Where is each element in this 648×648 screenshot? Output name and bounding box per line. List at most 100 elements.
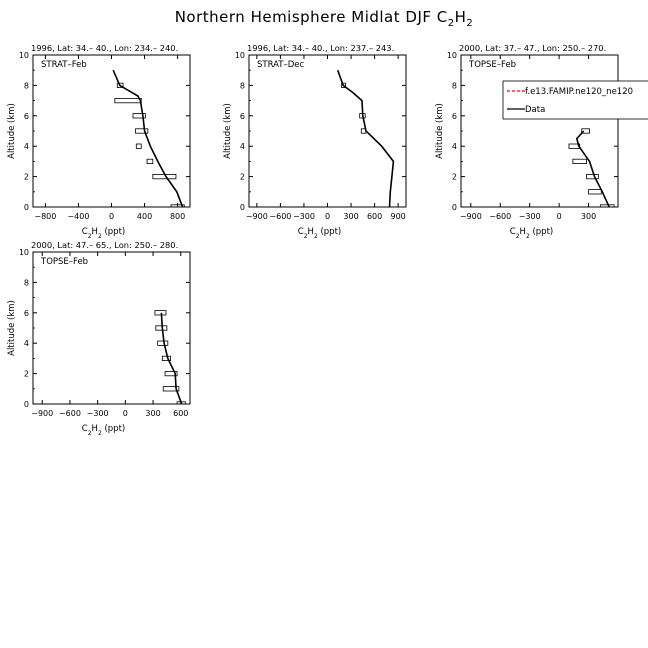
y-tick-label: 6 <box>240 112 245 121</box>
x-tick-label: −400 <box>67 212 89 221</box>
y-tick-label: 6 <box>24 112 29 121</box>
error-box <box>116 82 124 88</box>
y-tick-label: 0 <box>452 203 457 212</box>
y-tick-label: 10 <box>19 51 29 60</box>
y-tick-label: 2 <box>452 173 457 182</box>
x-tick-label: 300 <box>145 409 160 418</box>
error-box <box>146 158 154 164</box>
x-tick-label: −900 <box>460 212 482 221</box>
plot-frame <box>32 54 191 208</box>
y-tick-label: 8 <box>452 81 457 90</box>
error-box <box>170 204 185 207</box>
y-tick-label: 6 <box>24 309 29 318</box>
figure-title: Northern Hemisphere Midlat DJF C2H2 <box>174 8 474 29</box>
y-tick-label: 10 <box>19 248 29 257</box>
x-tick-label: 0 <box>109 212 114 221</box>
x-tick-label: 300 <box>343 212 358 221</box>
x-tick-label: −600 <box>269 212 291 221</box>
legend: f.e13.FAMIP.ne120_ne120 Data <box>502 80 648 120</box>
y-axis-label: Altitude (km) <box>7 300 17 356</box>
x-tick-label: 400 <box>137 212 152 221</box>
x-tick-label: 300 <box>581 212 596 221</box>
x-tick-label: −800 <box>34 212 56 221</box>
x-tick-label: 0 <box>325 212 330 221</box>
x-tick-label: 600 <box>367 212 382 221</box>
data-profile-line <box>336 69 395 207</box>
campaign-label: TOPSE–Feb <box>468 60 516 70</box>
y-tick-label: 10 <box>447 51 457 60</box>
legend-label: Data <box>525 105 545 115</box>
y-axis-label: Altitude (km) <box>7 103 17 159</box>
x-axis-label: C2H2 (ppt) <box>82 424 125 437</box>
x-tick-label: −900 <box>246 212 268 221</box>
data-profile-line <box>575 130 610 207</box>
error-box <box>341 82 346 88</box>
plot-frame <box>460 54 619 208</box>
y-tick-label: 0 <box>240 203 245 212</box>
plot-frame <box>32 251 191 405</box>
x-tick-label: −300 <box>293 212 315 221</box>
error-box <box>155 325 168 331</box>
y-tick-label: 2 <box>240 173 245 182</box>
data-profile-line <box>112 69 184 207</box>
x-axis-label: C2H2 (ppt) <box>298 227 341 240</box>
plot-area <box>154 310 186 404</box>
y-tick-label: 4 <box>24 142 29 151</box>
error-box <box>588 189 602 195</box>
legend-box <box>502 80 648 120</box>
x-tick-label: −900 <box>31 409 53 418</box>
x-tick-label: −600 <box>489 212 511 221</box>
plot-area <box>336 69 395 207</box>
error-box <box>135 128 149 134</box>
y-tick-label: 2 <box>24 370 29 379</box>
y-tick-label: 2 <box>24 173 29 182</box>
chart-panel-4: 2000, Lat: 47.– 65., Lon: 250.– 280. TOPS… <box>7 240 191 437</box>
panel-title: 2000, Lat: 47.– 65., Lon: 250.– 280. <box>31 240 178 250</box>
chart-panel-1: 1996, Lat: 34.– 40., Lon: 234.– 240. STRA… <box>7 43 191 240</box>
y-tick-label: 0 <box>24 400 29 409</box>
error-box <box>154 310 167 316</box>
campaign-label: TOPSE–Feb <box>40 257 88 267</box>
x-axis-label: C2H2 (ppt) <box>510 227 553 240</box>
x-tick-label: 900 <box>391 212 406 221</box>
panel-title: 1996, Lat: 34.– 40., Lon: 234.– 240. <box>31 43 178 53</box>
x-axis-label: C2H2 (ppt) <box>82 227 125 240</box>
chart-panel-2: 1996, Lat: 34.– 40., Lon: 237.– 243. STRA… <box>223 43 407 240</box>
data-profile-line <box>160 312 183 404</box>
error-box <box>114 98 142 104</box>
x-tick-label: 0 <box>123 409 128 418</box>
chart-panel-3: 2000, Lat: 37.– 47., Lon: 250.– 270. TOPS… <box>435 43 648 240</box>
error-box <box>572 158 587 164</box>
x-tick-label: −600 <box>59 409 81 418</box>
plot-area <box>112 69 185 207</box>
x-tick-label: 800 <box>170 212 185 221</box>
panel-title: 1996, Lat: 34.– 40., Lon: 237.– 243. <box>247 43 394 53</box>
error-box <box>162 386 180 392</box>
error-box <box>599 204 615 207</box>
y-tick-label: 4 <box>24 339 29 348</box>
campaign-label: STRAT–Dec <box>257 60 305 70</box>
y-tick-label: 8 <box>24 81 29 90</box>
y-tick-label: 6 <box>452 112 457 121</box>
error-box <box>135 143 142 149</box>
error-box <box>157 340 169 346</box>
y-tick-label: 8 <box>240 81 245 90</box>
y-tick-label: 4 <box>452 142 457 151</box>
plot-frame <box>248 54 407 208</box>
error-box <box>586 173 599 180</box>
y-tick-label: 10 <box>235 51 245 60</box>
error-box <box>581 128 590 134</box>
y-tick-label: 8 <box>24 278 29 287</box>
y-axis-label: Altitude (km) <box>223 103 233 159</box>
legend-label: f.e13.FAMIP.ne120_ne120 <box>525 87 633 97</box>
campaign-label: STRAT–Feb <box>41 60 87 70</box>
panel-title: 2000, Lat: 37.– 47., Lon: 250.– 270. <box>459 43 606 53</box>
y-axis-label: Altitude (km) <box>435 103 445 159</box>
plot-area <box>568 128 615 207</box>
x-tick-label: −300 <box>87 409 109 418</box>
error-box <box>132 113 146 119</box>
x-tick-label: −300 <box>519 212 541 221</box>
error-box <box>164 370 178 377</box>
x-tick-label: 0 <box>557 212 562 221</box>
